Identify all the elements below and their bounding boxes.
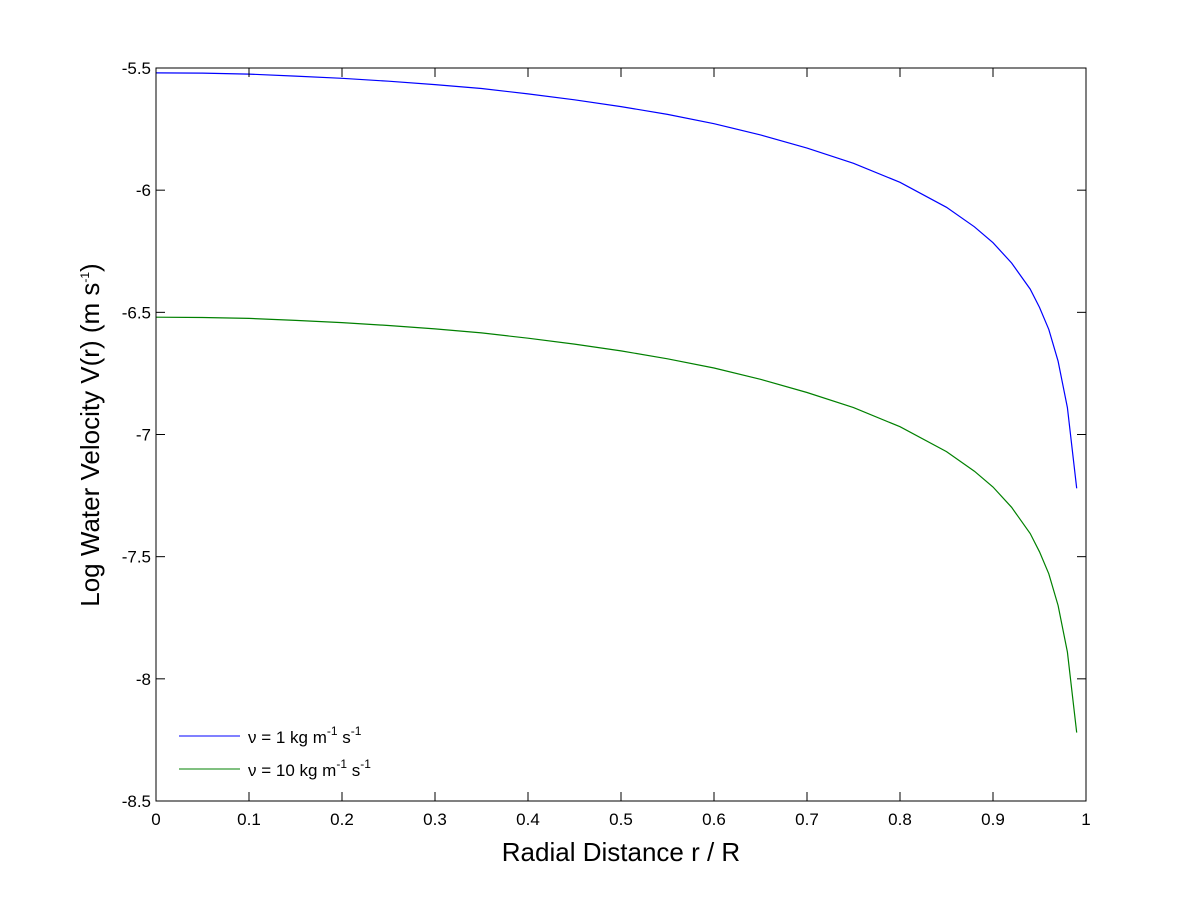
x-tick-label: 1: [1081, 810, 1090, 829]
plot-background: [156, 68, 1086, 801]
legend-entry-2-sup1: -1: [336, 757, 347, 771]
legend-entry-1-mid: s: [338, 728, 351, 747]
x-tick-label: 0.1: [237, 810, 261, 829]
legend-entry-1-sup2: -1: [351, 724, 362, 738]
y-axis-title-close: ): [75, 263, 105, 272]
legend-entry-2-text: ν = 10 kg m: [248, 761, 336, 780]
x-tick-label: 0.9: [981, 810, 1005, 829]
series-line-2: [155, 316, 1078, 733]
y-tick-label: -8.5: [122, 792, 151, 811]
x-tick-label: 0.7: [795, 810, 819, 829]
y-axis-title: Log Water Velocity V(r) (m s-1): [75, 263, 105, 606]
y-axis-title-main: Log Water Velocity V(r) (m s: [75, 283, 105, 607]
x-tick-label: 0.3: [423, 810, 447, 829]
x-axis-title: Radial Distance r / R: [502, 837, 740, 867]
x-tick-label: 0.6: [702, 810, 726, 829]
legend-entry-2-mid: s: [347, 761, 360, 780]
legend-entry-1-text: ν = 1 kg m: [248, 728, 327, 747]
x-tick-label: 0: [151, 810, 160, 829]
legend-entry-2-sup2: -1: [360, 757, 371, 771]
y-tick-label: -6: [136, 181, 151, 200]
legend: ν = 1 kg m-1 s-1 ν = 10 kg m-1 s-1: [179, 724, 371, 780]
x-tick-label: 0.4: [516, 810, 540, 829]
x-tick-label: 0.8: [888, 810, 912, 829]
y-tick-label: -7.5: [122, 548, 151, 567]
y-tick-label: -7: [136, 426, 151, 445]
series-layer: [155, 72, 1078, 733]
y-tick-label: -6.5: [122, 303, 151, 322]
y-tick-label: -8: [136, 670, 151, 689]
legend-entry-1: ν = 1 kg m-1 s-1: [248, 724, 362, 747]
x-tick-label: 0.5: [609, 810, 633, 829]
legend-entry-1-sup1: -1: [327, 724, 338, 738]
y-axis-title-superscript: -1: [78, 272, 92, 283]
y-tick-label: -5.5: [122, 59, 151, 78]
legend-entry-2: ν = 10 kg m-1 s-1: [248, 757, 371, 780]
series-line-1: [155, 72, 1078, 489]
plot-frame: [155, 67, 1087, 802]
x-tick-label: 0.2: [330, 810, 354, 829]
tick-layer: 0 0.1 0.2 0.3 0.4 0.5 0.6 0.7 0.8 0.9 1 -5.5 -6 -6.5 -…: [122, 59, 1091, 829]
